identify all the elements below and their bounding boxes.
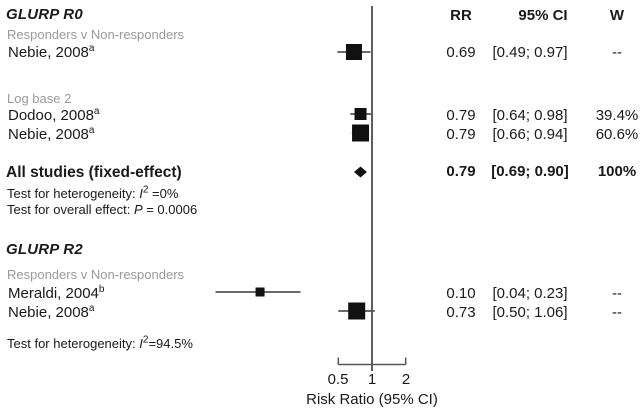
subgroup-label-log-base-2: Log base 2 xyxy=(7,91,72,106)
ci-value-meraldi: [0.04; 0.23] xyxy=(492,285,568,302)
rr-value-nebie-log: 0.79 xyxy=(446,126,476,143)
study-superscript: a xyxy=(93,106,100,117)
rr-value-summary: 0.79 xyxy=(446,163,476,180)
ci-value-nebie-log: [0.66; 0.94] xyxy=(492,126,568,143)
stat-superscript: 2 xyxy=(142,184,149,196)
test-value: = 0.0006 xyxy=(142,202,198,217)
rr-value-nebie-r2: 0.73 xyxy=(446,304,476,321)
test-text: Test for heterogeneity: xyxy=(7,336,140,351)
effect-square-dodoo xyxy=(354,108,367,120)
effect-square-meraldi xyxy=(255,287,265,297)
w-value-summary: 100% xyxy=(597,163,637,180)
heterogeneity-test-r2: Test for heterogeneity: I2=94.5% xyxy=(7,334,193,352)
subgroup-label-r2-responders: Responders v Non-responders xyxy=(7,267,185,282)
overall-effect-test-r0: Test for overall effect: P = 0.0006 xyxy=(7,202,197,218)
test-value: =94.5% xyxy=(148,336,193,351)
effect-square-nebie-log xyxy=(352,124,370,142)
ci-value-nebie-r2: [0.50; 1.06] xyxy=(492,304,568,321)
column-header-ci: 95% CI xyxy=(518,7,568,24)
test-text: Test for overall effect: xyxy=(7,202,134,217)
w-value-nebie-r2: -- xyxy=(612,304,622,321)
ci-value-dodoo: [0.64; 0.98] xyxy=(492,107,568,124)
heterogeneity-test-r0: Test for heterogeneity: I2 =0% xyxy=(7,184,179,202)
stat-symbol: I xyxy=(139,186,143,201)
study-name: Nebie, 2008 xyxy=(8,304,89,321)
subgroup-label-r0-responders: Responders v Non-responders xyxy=(7,27,185,42)
study-name: Nebie, 2008 xyxy=(8,44,89,61)
study-superscript: a xyxy=(88,303,95,314)
test-value: =0% xyxy=(148,186,179,201)
w-value-dodoo: 39.4% xyxy=(595,107,639,124)
section-title-glurp-r0: GLURP R0 xyxy=(6,6,83,23)
study-superscript: a xyxy=(88,125,95,136)
effect-square-nebie-r0 xyxy=(345,44,362,60)
study-name: Dodoo, 2008 xyxy=(8,107,94,124)
study-label-nebie-log: Nebie, 2008a xyxy=(8,126,94,145)
study-label-nebie-r0: Nebie, 2008a xyxy=(8,44,94,63)
study-label-meraldi: Meraldi, 2004b xyxy=(8,285,104,304)
test-text: Test for heterogeneity: xyxy=(7,186,140,201)
w-value-nebie-log: 60.6% xyxy=(595,126,639,143)
rr-value-meraldi: 0.10 xyxy=(446,285,476,302)
column-header-rr: RR xyxy=(450,7,472,24)
study-label-dodoo: Dodoo, 2008a xyxy=(8,107,99,126)
summary-diamond-all-r0 xyxy=(353,166,367,178)
study-name: Nebie, 2008 xyxy=(8,126,89,143)
study-superscript: a xyxy=(88,43,95,54)
x-axis-title: Risk Ratio (95% CI) xyxy=(306,391,438,408)
x-tick-label-0-5: 0.5 xyxy=(327,371,349,388)
ci-value-nebie-r0: [0.49; 0.97] xyxy=(492,44,568,61)
stat-superscript: 2 xyxy=(142,334,149,346)
study-superscript: b xyxy=(98,284,105,295)
ci-value-summary: [0.69; 0.90] xyxy=(491,163,569,180)
stat-symbol: P xyxy=(133,202,143,217)
x-tick-label-1: 1 xyxy=(367,371,377,388)
w-value-meraldi: -- xyxy=(612,285,622,302)
rr-value-nebie-r0: 0.69 xyxy=(446,44,476,61)
effect-square-nebie-r2 xyxy=(348,302,366,320)
section-title-glurp-r2: GLURP R2 xyxy=(6,241,83,258)
study-label-nebie-r2: Nebie, 2008a xyxy=(8,304,94,323)
w-value-nebie-r0: -- xyxy=(612,44,622,61)
x-tick-label-2: 2 xyxy=(401,371,411,388)
stat-symbol: I xyxy=(139,336,143,351)
column-header-w: W xyxy=(609,7,625,24)
study-name: Meraldi, 2004 xyxy=(8,285,99,302)
summary-label-fixed-effect: All studies (fixed-effect) xyxy=(6,164,182,181)
rr-value-dodoo: 0.79 xyxy=(446,107,476,124)
